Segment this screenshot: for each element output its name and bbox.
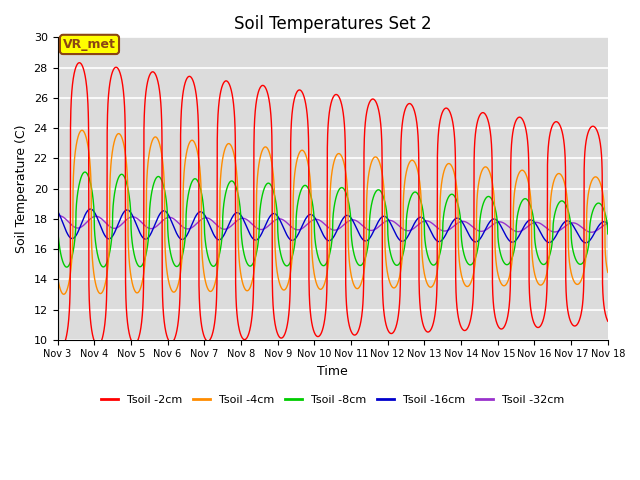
Tsoil -4cm bbox=[154, 136, 161, 142]
Tsoil -4cm bbox=[60, 291, 68, 297]
Text: VR_met: VR_met bbox=[63, 38, 116, 51]
Tsoil -2cm bbox=[604, 318, 612, 324]
Tsoil -16cm bbox=[154, 216, 161, 221]
Tsoil -2cm bbox=[76, 60, 83, 66]
Tsoil -16cm bbox=[465, 230, 472, 236]
Tsoil -16cm bbox=[582, 240, 589, 246]
Tsoil -8cm bbox=[506, 259, 514, 265]
Tsoil -16cm bbox=[412, 219, 419, 225]
Tsoil -4cm bbox=[78, 127, 86, 133]
Tsoil -2cm bbox=[58, 344, 65, 350]
Tsoil -16cm bbox=[54, 208, 61, 214]
Tsoil -32cm bbox=[264, 224, 272, 229]
Line: Tsoil -4cm: Tsoil -4cm bbox=[58, 130, 608, 294]
Tsoil -2cm bbox=[506, 288, 514, 294]
Tsoil -2cm bbox=[154, 78, 161, 84]
Tsoil -16cm bbox=[384, 216, 392, 222]
Tsoil -32cm bbox=[154, 223, 161, 228]
Tsoil -8cm bbox=[54, 216, 61, 222]
Tsoil -2cm bbox=[465, 324, 472, 330]
Tsoil -8cm bbox=[412, 189, 419, 195]
Tsoil -32cm bbox=[412, 224, 419, 230]
Tsoil -2cm bbox=[264, 92, 272, 97]
Tsoil -8cm bbox=[81, 169, 89, 175]
Tsoil -32cm bbox=[604, 221, 612, 227]
Tsoil -8cm bbox=[264, 180, 272, 186]
Tsoil -4cm bbox=[604, 269, 612, 275]
Tsoil -16cm bbox=[604, 221, 612, 227]
Line: Tsoil -2cm: Tsoil -2cm bbox=[58, 63, 608, 347]
Line: Tsoil -32cm: Tsoil -32cm bbox=[58, 216, 608, 232]
Tsoil -8cm bbox=[154, 174, 161, 180]
Tsoil -8cm bbox=[63, 264, 70, 270]
Line: Tsoil -16cm: Tsoil -16cm bbox=[58, 209, 608, 243]
Tsoil -4cm bbox=[412, 161, 419, 167]
Title: Soil Temperatures Set 2: Soil Temperatures Set 2 bbox=[234, 15, 431, 33]
Tsoil -2cm bbox=[384, 327, 392, 333]
Tsoil -4cm bbox=[465, 283, 472, 289]
Tsoil -8cm bbox=[604, 231, 612, 237]
Tsoil -4cm bbox=[384, 272, 392, 277]
Tsoil -16cm bbox=[506, 239, 514, 244]
Tsoil -2cm bbox=[412, 113, 419, 119]
X-axis label: Time: Time bbox=[317, 365, 348, 378]
Tsoil -16cm bbox=[86, 206, 94, 212]
Tsoil -4cm bbox=[264, 146, 272, 152]
Tsoil -2cm bbox=[54, 339, 61, 345]
Tsoil -32cm bbox=[54, 213, 61, 219]
Tsoil -32cm bbox=[56, 213, 63, 219]
Line: Tsoil -8cm: Tsoil -8cm bbox=[58, 172, 608, 267]
Tsoil -4cm bbox=[506, 270, 514, 276]
Tsoil -32cm bbox=[506, 225, 514, 231]
Tsoil -32cm bbox=[384, 218, 392, 224]
Tsoil -8cm bbox=[384, 229, 392, 235]
Tsoil -32cm bbox=[588, 229, 595, 235]
Tsoil -16cm bbox=[264, 217, 272, 223]
Legend: Tsoil -2cm, Tsoil -4cm, Tsoil -8cm, Tsoil -16cm, Tsoil -32cm: Tsoil -2cm, Tsoil -4cm, Tsoil -8cm, Tsoi… bbox=[97, 391, 568, 410]
Y-axis label: Soil Temperature (C): Soil Temperature (C) bbox=[15, 124, 28, 253]
Tsoil -4cm bbox=[54, 274, 61, 279]
Tsoil -32cm bbox=[465, 220, 472, 226]
Tsoil -8cm bbox=[465, 261, 472, 267]
